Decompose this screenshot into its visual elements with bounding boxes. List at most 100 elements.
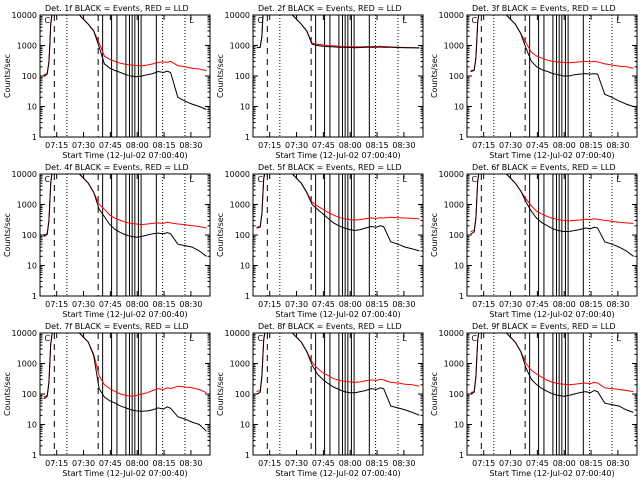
x-tick-label: 07:15	[45, 300, 68, 309]
x-tick-label: 07:15	[258, 459, 281, 468]
x-tick-label: 07:45	[526, 141, 549, 150]
x-tick-label: 08:00	[126, 459, 149, 468]
y-axis-label: Counts/sec	[430, 372, 439, 416]
x-tick-label: 07:30	[72, 459, 95, 468]
y-tick-label: 10	[454, 262, 464, 271]
y-tick-label: 10000	[12, 11, 37, 20]
x-axis-label: Start Time (12-Jul-02 07:00:40)	[275, 151, 400, 160]
x-tick-label: 07:45	[99, 300, 122, 309]
l-marker-label: L	[402, 16, 407, 25]
y-tick-label: 10000	[439, 11, 464, 20]
y-tick-label: 10	[27, 103, 37, 112]
x-axis-label: Start Time (12-Jul-02 07:00:40)	[489, 310, 614, 319]
x-tick-label: 08:30	[606, 141, 629, 150]
y-tick-label: 1	[459, 451, 464, 460]
y-axis-label: Counts/sec	[216, 54, 225, 98]
x-axis-label: Start Time (12-Jul-02 07:00:40)	[62, 151, 187, 160]
x-tick-label: 08:00	[339, 300, 362, 309]
events-series-line	[470, 174, 634, 257]
y-tick-label: 10	[27, 421, 37, 430]
y-tick-label: 100	[235, 390, 250, 399]
x-tick-label: 08:15	[366, 300, 389, 309]
x-tick-label: 07:15	[258, 141, 281, 150]
x-tick-label: 07:15	[472, 141, 495, 150]
y-tick-label: 10	[27, 262, 37, 271]
l-marker-label: L	[402, 334, 407, 343]
panel-title: Det. 3f BLACK = Events, RED = LLD	[472, 4, 616, 13]
l-marker-label: L	[189, 334, 194, 343]
c-marker-label: C	[257, 334, 263, 343]
y-tick-label: 100	[235, 72, 250, 81]
x-tick-label: 07:45	[99, 141, 122, 150]
x-tick-label: 08:00	[339, 459, 362, 468]
x-tick-label: 07:45	[312, 459, 335, 468]
x-tick-label: 07:30	[72, 300, 95, 309]
panel-title: Det. 2f BLACK = Events, RED = LLD	[258, 4, 402, 13]
lld-series-line	[470, 15, 634, 72]
events-series-line	[470, 333, 634, 413]
x-tick-label: 07:30	[285, 141, 308, 150]
x-tick-label: 08:15	[580, 141, 603, 150]
events-series-line	[470, 15, 634, 107]
panel-title: Det. 8f BLACK = Events, RED = LLD	[258, 322, 402, 331]
x-tick-label: 08:30	[179, 141, 202, 150]
l-marker-label: L	[189, 175, 194, 184]
events-series-line	[256, 15, 420, 49]
x-tick-label: 08:15	[153, 300, 176, 309]
c-marker-label: C	[44, 16, 50, 25]
x-tick-label: 07:45	[526, 459, 549, 468]
events-series-line	[43, 174, 207, 257]
y-tick-label: 1	[245, 451, 250, 460]
y-tick-label: 1	[32, 133, 37, 142]
x-tick-label: 07:45	[312, 141, 335, 150]
l-marker-label: L	[616, 175, 621, 184]
y-tick-label: 1000	[230, 201, 250, 210]
y-axis-label: Counts/sec	[430, 54, 439, 98]
panel-title: Det. 1f BLACK = Events, RED = LLD	[45, 4, 189, 13]
y-tick-label: 1	[245, 133, 250, 142]
y-tick-label: 10	[240, 103, 250, 112]
y-tick-label: 10	[240, 421, 250, 430]
x-tick-label: 08:15	[153, 141, 176, 150]
y-tick-label: 1	[459, 133, 464, 142]
y-tick-label: 1000	[17, 360, 37, 369]
y-axis-label: Counts/sec	[430, 213, 439, 257]
c-marker-label: C	[471, 16, 477, 25]
x-axis-label: Start Time (12-Jul-02 07:00:40)	[62, 469, 187, 478]
y-tick-label: 10000	[12, 329, 37, 338]
y-axis-label: Counts/sec	[3, 372, 12, 416]
lld-series-line	[43, 333, 207, 398]
x-tick-label: 07:30	[285, 459, 308, 468]
x-tick-label: 08:30	[179, 300, 202, 309]
lld-series-line	[470, 333, 634, 394]
x-tick-label: 07:15	[258, 300, 281, 309]
c-marker-label: C	[44, 175, 50, 184]
lld-series-line	[43, 15, 207, 76]
x-tick-label: 08:30	[392, 300, 415, 309]
x-axis-label: Start Time (12-Jul-02 07:00:40)	[489, 151, 614, 160]
panel-title: Det. 7f BLACK = Events, RED = LLD	[45, 322, 189, 331]
y-tick-label: 10000	[439, 170, 464, 179]
l-marker-label: L	[189, 16, 194, 25]
x-tick-label: 08:00	[126, 300, 149, 309]
x-tick-label: 08:00	[126, 141, 149, 150]
x-tick-label: 08:30	[606, 459, 629, 468]
x-axis-label: Start Time (12-Jul-02 07:00:40)	[62, 310, 187, 319]
x-axis-label: Start Time (12-Jul-02 07:00:40)	[275, 310, 400, 319]
c-marker-label: C	[257, 16, 263, 25]
events-series-line	[256, 333, 420, 416]
